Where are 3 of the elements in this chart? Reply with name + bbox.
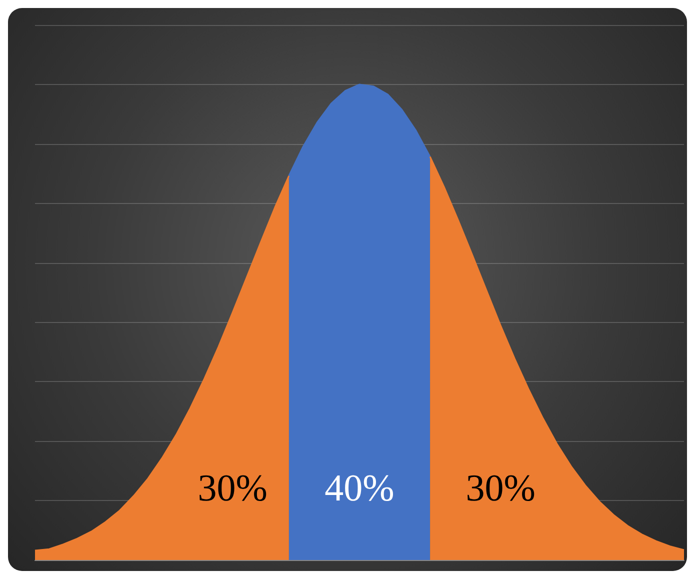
annotation: 40% <box>324 468 394 510</box>
annotation: 30% <box>466 468 536 510</box>
annotation: 30% <box>198 468 268 510</box>
